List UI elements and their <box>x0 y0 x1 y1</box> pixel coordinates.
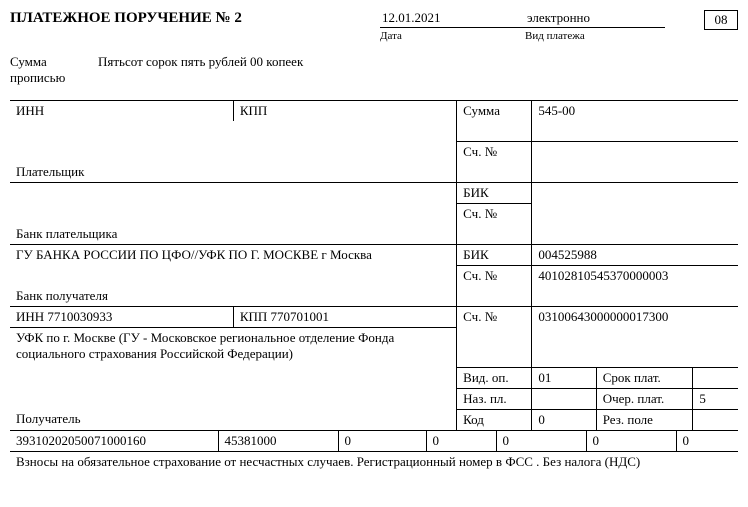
recipient-acct: 03100643000000017300 <box>532 306 738 327</box>
rez <box>693 409 738 430</box>
payer-acct-label: Сч. № <box>457 141 532 162</box>
payer-inn-label: ИНН <box>16 103 44 118</box>
vid-op: 01 <box>532 367 596 388</box>
doc-date: 12.01.2021 <box>380 10 525 28</box>
recipient-bank-label: Банк получателя <box>10 286 457 307</box>
sum-value: 545-00 <box>532 101 738 122</box>
budget-f7: 0 <box>676 431 738 452</box>
recipient-bank-acct-label: Сч. № <box>457 265 532 286</box>
recipient-bank-bik: 004525988 <box>532 244 738 265</box>
payer-name-label: Плательщик <box>10 162 457 183</box>
doc-title: ПЛАТЕЖНОЕ ПОРУЧЕНИЕ № 2 <box>10 10 380 27</box>
payer-bik <box>532 182 738 203</box>
payer-kpp-label: КПП <box>240 103 267 118</box>
recipient-inn: 7710030933 <box>47 309 112 324</box>
naz-pl <box>532 388 596 409</box>
sum-label: Сумма <box>457 101 532 122</box>
recipient-acct-label: Сч. № <box>457 306 532 327</box>
form-code: 08 <box>704 10 738 30</box>
srok-label: Срок плат. <box>596 367 693 388</box>
amount-words-label: Сумма прописью <box>10 54 98 86</box>
recipient-name: УФК по г. Москве (ГУ - Московское регион… <box>10 327 457 367</box>
recipient-label: Получатель <box>10 409 457 430</box>
kod-label: Код <box>457 409 532 430</box>
recipient-kpp: 770701001 <box>271 309 330 324</box>
date-label: Дата <box>380 28 525 42</box>
payer-bik-label: БИК <box>457 182 532 203</box>
payment-type-label: Вид платежа <box>525 28 665 42</box>
payer-bank-acct-label: Сч. № <box>457 203 532 224</box>
payer-acct <box>532 141 738 162</box>
payment-type: электронно <box>525 10 665 28</box>
ocher: 5 <box>693 388 738 409</box>
recipient-inn-label: ИНН <box>16 309 44 324</box>
ocher-label: Очер. плат. <box>596 388 693 409</box>
recipient-bank-name: ГУ БАНКА РОССИИ ПО ЦФО//УФК ПО Г. МОСКВЕ… <box>10 244 457 286</box>
recipient-kpp-label: КПП <box>240 309 267 324</box>
payer-bank-label: Банк плательщика <box>10 224 457 245</box>
budget-f6: 0 <box>586 431 676 452</box>
kod: 0 <box>532 409 596 430</box>
recipient-bank-bik-label: БИК <box>457 244 532 265</box>
budget-f1: 39310202050071000160 <box>10 431 218 452</box>
naz-pl-label: Наз. пл. <box>457 388 532 409</box>
recipient-bank-acct: 40102810545370000003 <box>532 265 738 286</box>
budget-f2: 45381000 <box>218 431 338 452</box>
vid-op-label: Вид. оп. <box>457 367 532 388</box>
budget-f3: 0 <box>338 431 426 452</box>
rez-label: Рез. поле <box>596 409 693 430</box>
srok <box>693 367 738 388</box>
payment-purpose: Взносы на обязательное страхование от не… <box>10 451 738 487</box>
payer-bank-acct <box>532 203 738 224</box>
budget-f4: 0 <box>426 431 496 452</box>
amount-words-text: Пятьсот сорок пять рублей 00 копеек <box>98 54 738 86</box>
budget-f5: 0 <box>496 431 586 452</box>
